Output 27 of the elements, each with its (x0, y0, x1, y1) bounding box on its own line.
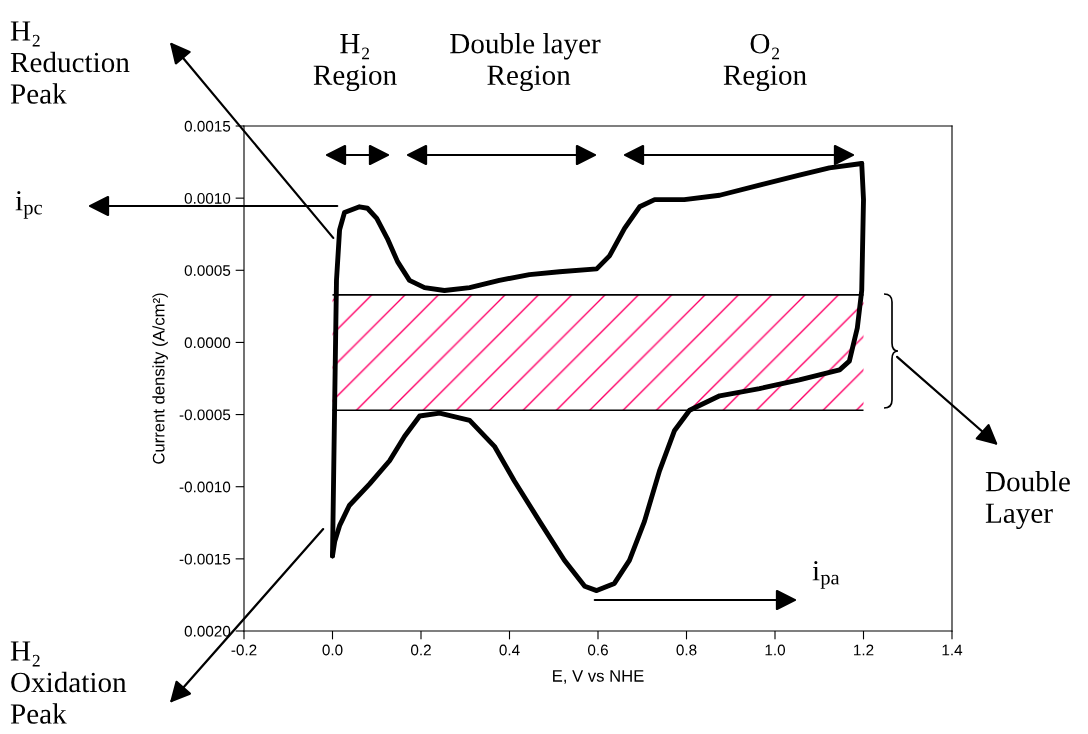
y-tick-label: -0.0015 (179, 553, 231, 565)
y-tick-label: -0.0005 (179, 409, 231, 421)
text: O₂ Region (723, 33, 807, 92)
text: i$_{pc}$ (15, 191, 42, 219)
x-tick-label: 1.0 (765, 644, 786, 656)
x-tick-label: -0.2 (231, 644, 257, 656)
x-tick-label: 0.6 (587, 644, 608, 656)
y-tick-label: 0.0015 (184, 120, 231, 132)
x-tick-label: 0.0 (322, 644, 343, 656)
x-tick-label: 0.8 (676, 644, 697, 656)
annotation: i$_{pa}$ (812, 561, 840, 589)
x-axis-title: E, V vs NHE (553, 670, 644, 684)
text: H₂ Reduction Peak (10, 21, 130, 104)
y-tick-label: 0.0010 (184, 193, 231, 204)
text: Double layer Region (450, 32, 601, 92)
y-tick-label: -0.0010 (179, 481, 231, 493)
x-tick-label: 0.2 (410, 644, 431, 656)
text: Double Layer (985, 470, 1070, 530)
y-axis-title: Current density (A/cm²) (152, 293, 168, 464)
text: H₂ Oxidation Peak (10, 641, 127, 724)
x-tick-label: 1.2 (854, 644, 874, 656)
y-tick-label: 0.0020 (184, 625, 231, 637)
y-tick-label: 0.0005 (184, 265, 231, 276)
x-tick-label: 1.4 (942, 644, 963, 656)
text: H₂ Region (313, 34, 397, 92)
x-tick-label: 0.4 (499, 644, 520, 656)
y-tick-label: 0.0000 (184, 337, 231, 349)
